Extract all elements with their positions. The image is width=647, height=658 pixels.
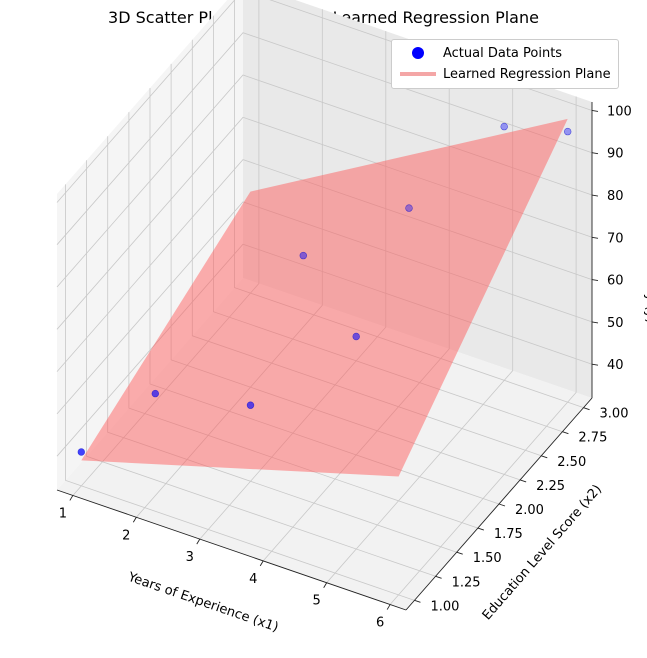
z-tick-label: 50: [607, 316, 624, 331]
x-tick: [196, 538, 201, 545]
gridline-x: [326, 74, 514, 583]
gridline-z: [56, 201, 593, 415]
y-tick-label: 2.25: [536, 479, 565, 494]
z-tick: [591, 236, 599, 239]
legend-marker-dot: [412, 47, 424, 59]
z-tick: [591, 321, 599, 324]
regression-plane: [81, 118, 568, 477]
x-tick-label: 4: [249, 572, 257, 587]
gridline-y: [191, 39, 542, 457]
data-point: [77, 448, 86, 456]
y-tick: [519, 479, 527, 483]
gridline-y: [149, 88, 500, 505]
legend: Actual Data Points Learned Regression Pl…: [391, 39, 619, 89]
z-axis-title: Salary (y): [643, 261, 647, 324]
y-tick-label: 1.75: [494, 527, 523, 542]
gridline-y: [86, 160, 436, 577]
gridline-x: [389, 96, 577, 605]
y-tick-label: 2.00: [515, 503, 544, 518]
back-pane: [243, 0, 592, 398]
gridline-z: [56, 243, 593, 457]
legend-label-data-points: Actual Data Points: [443, 45, 563, 61]
x-tick-label: 3: [186, 550, 194, 565]
x-tick-label: 2: [122, 528, 130, 543]
gridline-x: [72, 0, 260, 496]
data-point: [151, 389, 160, 398]
z-tick: [591, 363, 599, 366]
z-tick-label: 90: [607, 147, 624, 162]
x-tick-label: 6: [376, 616, 384, 631]
z-tick-label: 70: [607, 231, 624, 246]
gridline-y: [65, 184, 415, 601]
z-tick-label: 80: [607, 189, 624, 204]
z-tick: [591, 279, 599, 282]
y-tick-label: 2.75: [578, 431, 607, 446]
y-tick: [477, 527, 485, 531]
z-tick-label: 100: [607, 104, 632, 119]
x-tick: [386, 604, 391, 610]
gridline-y: [170, 63, 521, 481]
z-tick: [591, 194, 599, 197]
data-point: [299, 251, 307, 260]
z-tick-label: 60: [607, 274, 624, 289]
y-tick: [456, 551, 463, 555]
gridline-x: [262, 52, 450, 562]
gridline-z: [56, 116, 593, 330]
legend-item-data-points: Actual Data Points: [400, 43, 562, 63]
gridline-y: [234, 0, 584, 408]
x-tick: [69, 495, 74, 501]
legend-plane-swatch: [400, 72, 436, 76]
y-tick-label: 1.25: [452, 575, 481, 590]
x-tick: [323, 582, 328, 588]
z-tick: [591, 110, 599, 112]
data-point: [246, 401, 255, 409]
data-point: [405, 204, 413, 212]
y-tick-label: 1.00: [430, 599, 459, 614]
y-tick: [541, 455, 548, 459]
x-tick-label: 1: [59, 506, 67, 521]
gridline-y: [107, 136, 457, 553]
gridline-y: [212, 15, 563, 433]
x-tick: [132, 517, 137, 523]
gridline-y: [128, 112, 479, 529]
x-axis-line: [56, 489, 407, 611]
x-tick-label: 5: [313, 594, 321, 609]
legend-item-regression-plane: Learned Regression Plane: [400, 64, 611, 84]
y-tick: [562, 431, 569, 435]
data-point: [563, 127, 572, 136]
gridline-x: [135, 9, 323, 518]
gridline-x: [199, 31, 387, 540]
y-tick-label: 2.50: [557, 455, 586, 470]
gridline-z: [56, 74, 593, 288]
gridline-z: [56, 32, 593, 245]
y-tick: [414, 599, 421, 603]
x-tick: [259, 560, 264, 567]
y-tick: [435, 575, 442, 579]
y-tick: [498, 503, 506, 507]
z-tick-label: 40: [607, 358, 624, 373]
y-tick-label: 1.50: [473, 551, 502, 566]
data-point: [352, 332, 360, 341]
z-tick: [591, 152, 599, 155]
y-tick-label: 3.00: [600, 407, 629, 422]
legend-label-regression-plane: Learned Regression Plane: [443, 66, 611, 82]
gridline-z: [56, 159, 593, 372]
data-point: [500, 122, 508, 131]
y-tick: [583, 407, 590, 411]
